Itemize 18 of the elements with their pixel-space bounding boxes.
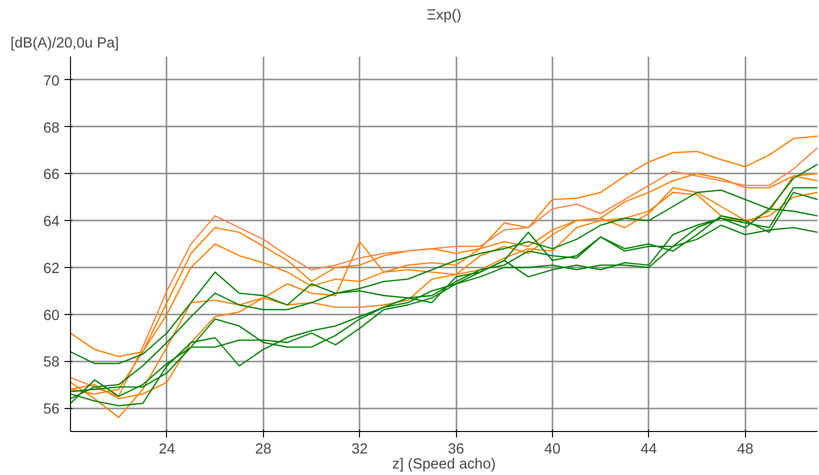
x-tick-label: 28 xyxy=(255,442,272,458)
y-tick-label: 64 xyxy=(43,214,60,230)
chart-title: Ξxp() xyxy=(426,8,462,24)
y-tick-label: 66 xyxy=(43,167,60,184)
x-tick-label: 24 xyxy=(158,442,176,458)
y-tick-label: 60 xyxy=(43,308,60,324)
y-axis-title: [dB(A)/20,0u Pa] xyxy=(10,36,119,52)
x-tick-label: 40 xyxy=(544,442,561,458)
x-tick-label: 32 xyxy=(352,442,368,458)
x-tick-label: 36 xyxy=(448,442,464,458)
y-tick-label: 56 xyxy=(43,402,60,418)
y-tick-label: 70 xyxy=(43,73,60,90)
x-tick-label: 48 xyxy=(737,442,754,458)
y-tick-label: 58 xyxy=(43,354,60,371)
y-tick-label: 62 xyxy=(43,260,60,277)
x-axis-title: z] (Speed acho) xyxy=(392,456,496,472)
x-tick-label: 44 xyxy=(640,442,657,458)
y-tick-label: 68 xyxy=(43,120,60,136)
